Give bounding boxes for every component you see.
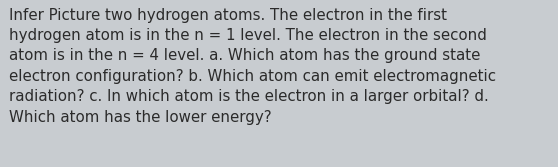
- Text: Infer Picture two hydrogen atoms. The electron in the first
hydrogen atom is in : Infer Picture two hydrogen atoms. The el…: [9, 8, 496, 125]
